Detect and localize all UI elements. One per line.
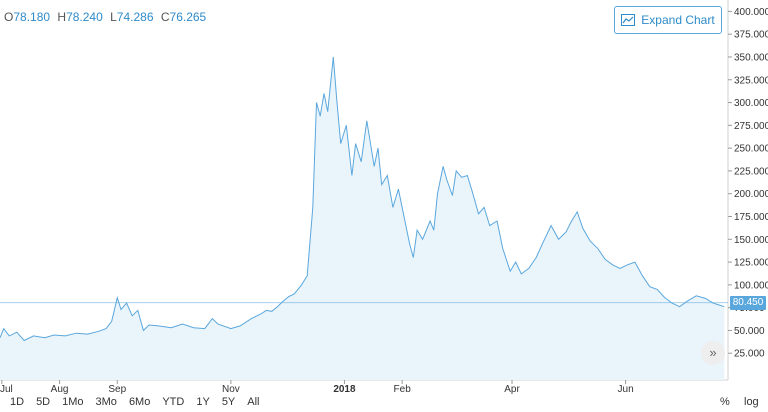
scroll-to-latest-button[interactable]: » (701, 341, 725, 365)
ohlc-readout: O78.180 H78.240 L74.286 C76.265 (4, 10, 210, 24)
y-tick-label: 325.000 (734, 75, 768, 86)
low-value: 74.286 (116, 10, 154, 24)
last-price-badge: 80.450 (730, 295, 766, 310)
x-tick-label: 2018 (333, 384, 356, 395)
y-tick-label: 25.000 (734, 349, 765, 360)
percent-scale-button[interactable]: % (720, 396, 730, 408)
range-button-all[interactable]: All (241, 396, 265, 408)
range-button-6mo[interactable]: 6Mo (123, 396, 156, 408)
double-chevron-right-icon: » (709, 345, 717, 360)
x-tick-label: Aug (51, 384, 69, 395)
open-label: O (4, 10, 14, 24)
close-value: 76.265 (169, 10, 207, 24)
x-tick-label: Apr (504, 384, 520, 395)
y-tick-label: 50.000 (734, 326, 765, 337)
expand-chart-button[interactable]: Expand Chart (614, 6, 722, 34)
range-button-1d[interactable]: 1D (4, 396, 30, 408)
open-value: 78.180 (13, 10, 51, 24)
range-button-3mo[interactable]: 3Mo (90, 396, 123, 408)
x-tick-label: Jun (618, 384, 634, 395)
low-label: L (110, 10, 117, 24)
y-tick-label: 125.000 (734, 258, 768, 269)
range-button-ytd[interactable]: YTD (156, 396, 190, 408)
x-tick-label: Nov (222, 384, 240, 395)
range-button-5y[interactable]: 5Y (216, 396, 241, 408)
expand-chart-label: Expand Chart (641, 13, 715, 27)
series-area (0, 57, 725, 380)
y-tick-label: 200.000 (734, 189, 768, 200)
x-tick-label: Feb (394, 384, 412, 395)
y-tick-label: 150.000 (734, 235, 768, 246)
y-tick-label: 275.000 (734, 121, 768, 132)
y-tick-label: 225.000 (734, 166, 768, 177)
high-value: 78.240 (66, 10, 103, 24)
y-tick-label: 350.000 (734, 52, 768, 63)
y-tick-label: 250.000 (734, 144, 768, 155)
range-button-5d[interactable]: 5D (30, 396, 56, 408)
range-button-1y[interactable]: 1Y (190, 396, 215, 408)
y-tick-label: 400.000 (734, 7, 768, 18)
y-tick-label: 375.000 (734, 30, 768, 41)
log-scale-button[interactable]: log (744, 396, 759, 408)
y-tick-label: 175.000 (734, 212, 768, 223)
chart-icon (621, 14, 636, 26)
y-tick-label: 300.000 (734, 98, 768, 109)
high-label: H (57, 10, 67, 24)
range-button-1mo[interactable]: 1Mo (56, 396, 89, 408)
x-tick-label: Jul (0, 384, 13, 395)
close-label: C (160, 10, 170, 24)
y-tick-label: 100.000 (734, 280, 768, 291)
series-line (0, 56, 725, 342)
x-tick-label: Sep (108, 384, 126, 395)
range-selector: 1D 5D 1Mo 3Mo 6Mo YTD 1Y 5Y All (4, 396, 266, 408)
